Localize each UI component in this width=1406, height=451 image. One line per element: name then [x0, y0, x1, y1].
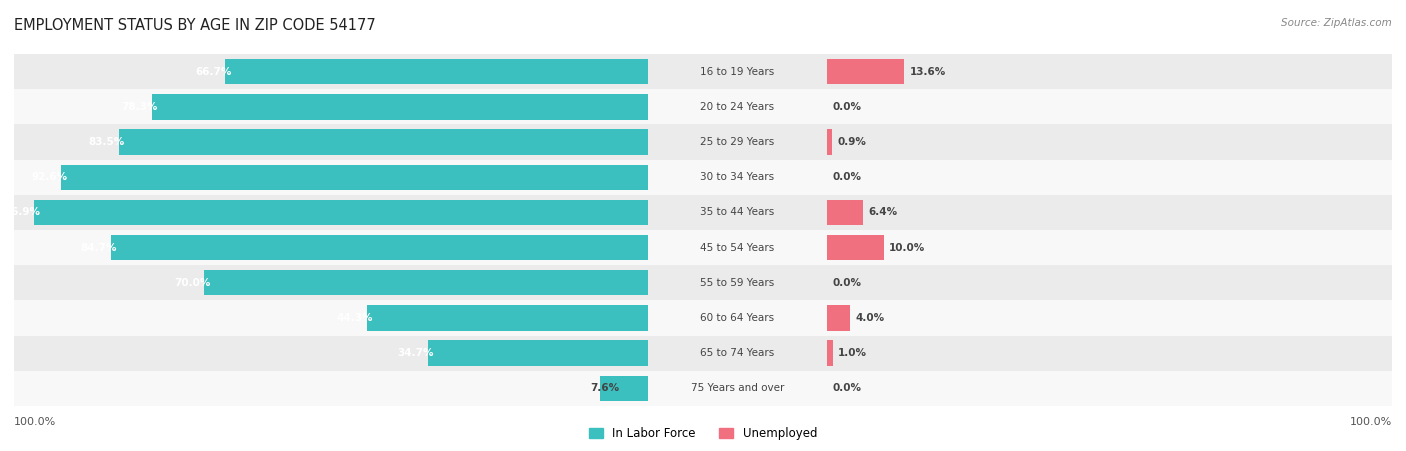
Bar — [827, 305, 849, 331]
Bar — [827, 300, 1392, 336]
Bar — [827, 160, 1392, 195]
Bar — [14, 160, 648, 195]
Text: 1.0%: 1.0% — [838, 348, 868, 358]
Text: 45 to 54 Years: 45 to 54 Years — [700, 243, 775, 253]
Bar — [648, 336, 827, 371]
Text: 0.0%: 0.0% — [832, 278, 862, 288]
Bar — [648, 300, 827, 336]
Bar — [648, 124, 827, 160]
Bar — [367, 305, 648, 331]
Bar — [827, 341, 832, 366]
Bar — [14, 124, 648, 160]
Text: 34.7%: 34.7% — [398, 348, 434, 358]
Bar — [827, 59, 904, 84]
Bar — [118, 129, 648, 155]
Bar — [827, 124, 1392, 160]
Bar — [827, 230, 1392, 265]
Bar — [648, 230, 827, 265]
Bar — [648, 371, 827, 406]
Bar — [14, 230, 648, 265]
Text: 100.0%: 100.0% — [1350, 417, 1392, 427]
Bar — [827, 54, 1392, 89]
Bar — [111, 235, 648, 260]
Text: Source: ZipAtlas.com: Source: ZipAtlas.com — [1281, 18, 1392, 28]
Bar — [204, 270, 648, 295]
Text: 100.0%: 100.0% — [14, 417, 56, 427]
Text: 16 to 19 Years: 16 to 19 Years — [700, 67, 775, 77]
Text: 55 to 59 Years: 55 to 59 Years — [700, 278, 775, 288]
Text: 10.0%: 10.0% — [889, 243, 925, 253]
Bar — [827, 235, 883, 260]
Bar — [14, 265, 648, 300]
Bar — [14, 371, 648, 406]
Bar — [827, 89, 1392, 124]
Bar — [648, 89, 827, 124]
Bar — [827, 129, 832, 155]
Text: 70.0%: 70.0% — [174, 278, 211, 288]
Bar — [152, 94, 648, 120]
Text: 78.3%: 78.3% — [121, 102, 157, 112]
Bar — [427, 341, 648, 366]
Text: 75 Years and over: 75 Years and over — [690, 383, 785, 393]
Bar — [827, 200, 863, 225]
Bar — [60, 165, 648, 190]
Text: 0.0%: 0.0% — [832, 383, 862, 393]
Bar — [14, 54, 648, 89]
Text: 44.3%: 44.3% — [337, 313, 374, 323]
Text: 13.6%: 13.6% — [910, 67, 946, 77]
Text: 84.7%: 84.7% — [82, 243, 117, 253]
Text: 0.0%: 0.0% — [832, 172, 862, 182]
Text: 83.5%: 83.5% — [89, 137, 125, 147]
Text: 60 to 64 Years: 60 to 64 Years — [700, 313, 775, 323]
Bar — [648, 160, 827, 195]
Bar — [225, 59, 648, 84]
Bar — [648, 265, 827, 300]
Text: 30 to 34 Years: 30 to 34 Years — [700, 172, 775, 182]
Bar — [827, 371, 1392, 406]
Text: 25 to 29 Years: 25 to 29 Years — [700, 137, 775, 147]
Text: 0.0%: 0.0% — [832, 102, 862, 112]
Bar — [14, 336, 648, 371]
Text: 20 to 24 Years: 20 to 24 Years — [700, 102, 775, 112]
Text: 92.6%: 92.6% — [31, 172, 67, 182]
Bar — [827, 265, 1392, 300]
Text: 6.4%: 6.4% — [869, 207, 898, 217]
Legend: In Labor Force, Unemployed: In Labor Force, Unemployed — [583, 423, 823, 445]
Text: 4.0%: 4.0% — [855, 313, 884, 323]
Text: 35 to 44 Years: 35 to 44 Years — [700, 207, 775, 217]
Text: 0.9%: 0.9% — [838, 137, 866, 147]
Text: 7.6%: 7.6% — [591, 383, 619, 393]
Bar — [648, 54, 827, 89]
Text: 65 to 74 Years: 65 to 74 Years — [700, 348, 775, 358]
Text: 96.9%: 96.9% — [4, 207, 39, 217]
Bar — [827, 336, 1392, 371]
Bar — [600, 376, 648, 401]
Text: EMPLOYMENT STATUS BY AGE IN ZIP CODE 54177: EMPLOYMENT STATUS BY AGE IN ZIP CODE 541… — [14, 18, 375, 33]
Bar — [14, 300, 648, 336]
Bar — [34, 200, 648, 225]
Bar — [14, 89, 648, 124]
Text: 66.7%: 66.7% — [195, 67, 232, 77]
Bar — [648, 195, 827, 230]
Bar — [14, 195, 648, 230]
Bar — [827, 195, 1392, 230]
